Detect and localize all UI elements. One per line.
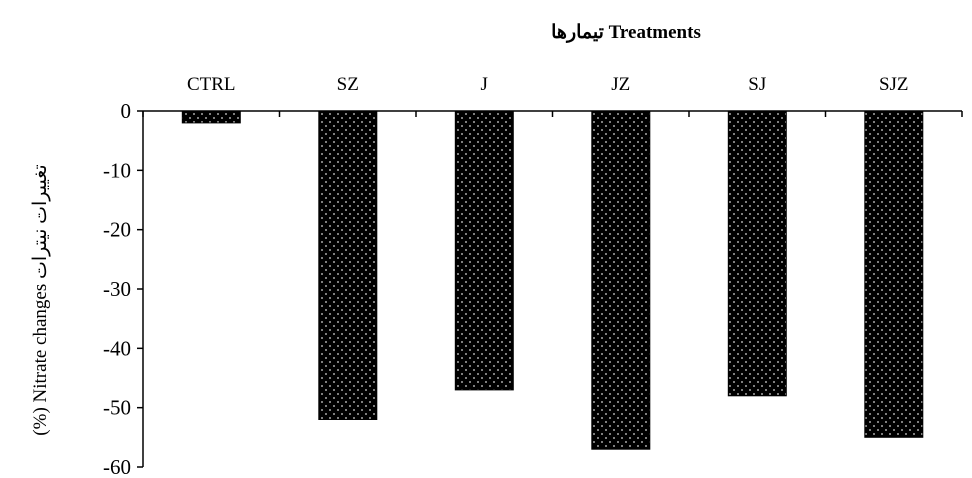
category-label-jz: JZ xyxy=(611,74,630,95)
category-label-j: J xyxy=(481,74,488,95)
labels: 0 -10 -20 -30 -40 -50 -60 CTRL SZ J JZ SJ SJZ xyxy=(103,74,909,478)
y-tick-label: -50 xyxy=(103,396,131,420)
category-label-sz: SZ xyxy=(337,74,359,95)
bar-ctrl xyxy=(181,110,241,124)
bar-sjz xyxy=(864,110,924,438)
y-tick-label: -20 xyxy=(103,218,131,242)
bar-jz xyxy=(591,110,651,450)
y-tick-label: -40 xyxy=(103,336,131,360)
category-label-ctrl: CTRL xyxy=(187,74,236,95)
chart-title: تیمارها Treatments xyxy=(551,22,701,43)
bar-sj xyxy=(727,110,787,397)
y-tick-label: -30 xyxy=(103,277,131,301)
bar-sz xyxy=(318,110,378,420)
axes xyxy=(137,110,963,468)
y-tick-label: 0 xyxy=(121,99,132,123)
category-label-sjz: SJZ xyxy=(879,74,909,95)
category-label-sj: SJ xyxy=(748,74,766,95)
bar-j xyxy=(454,110,514,391)
y-axis-title: (%) Nitrate changes تغییرات نیترات xyxy=(30,164,51,435)
bars xyxy=(181,110,924,450)
y-tick-label: -10 xyxy=(103,158,131,182)
y-tick-label: -60 xyxy=(103,455,131,478)
